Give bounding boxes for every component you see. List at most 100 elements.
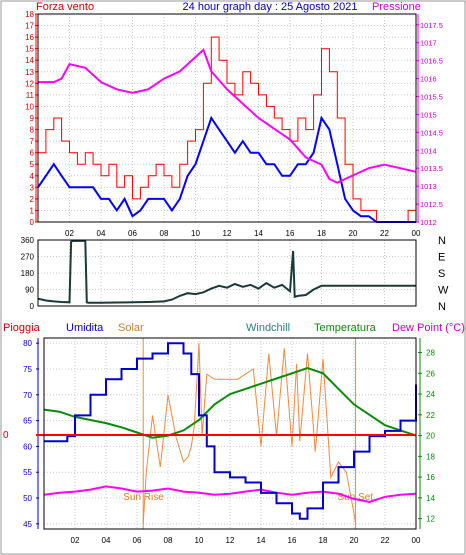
- humidity-y-tick-label: 50: [23, 494, 32, 503]
- x-tick-label: 22: [381, 536, 390, 545]
- x-tick-label: 14: [254, 229, 263, 238]
- x-tick-label: 02: [65, 229, 74, 238]
- wind-y-tick-label: 6: [30, 149, 35, 158]
- direction-y-ticks: 0 90 180 270 360: [21, 236, 35, 311]
- wind-plot-frame: [37, 13, 417, 223]
- x-tick-label: 04: [97, 229, 106, 238]
- wind-y-tick-label: 17: [25, 22, 34, 31]
- wind-y-tick-label: 18: [25, 10, 34, 19]
- pressure-y-tick-label: 1012.5: [420, 200, 443, 209]
- direction-y-tick-label: 360: [21, 236, 35, 245]
- wind-y-tick-label: 16: [25, 33, 34, 42]
- compass-label: W: [438, 285, 449, 297]
- pressure-y-tick-label: 1016: [420, 75, 437, 84]
- x-tick-label: 22: [380, 229, 389, 238]
- wind-pressure-panel: 24 hour graph day : 25 Agosto 2021 Forza…: [25, 1, 443, 238]
- direction-y-tick-label: 90: [25, 286, 34, 295]
- wind-y-tick-label: 8: [30, 126, 35, 135]
- direction-series-line: [37, 239, 416, 304]
- pressure-axis-title: Pressione: [372, 1, 421, 13]
- compass-label: N: [438, 301, 446, 313]
- x-tick-label: 06: [133, 536, 142, 545]
- temperature-y-tick-label: 20: [426, 432, 435, 441]
- temperature-y-tick-label: 14: [426, 494, 435, 503]
- wind-y-tick-label: 15: [25, 45, 34, 54]
- wind-y-tick-label: 7: [30, 137, 35, 146]
- direction-y-tick-label: 180: [21, 269, 35, 278]
- solar-series-line: [142, 343, 357, 524]
- humidity-y-tick-label: 45: [23, 520, 32, 529]
- temperature-y-tick-label: 16: [426, 473, 435, 482]
- humidity-y-tick-label: 70: [23, 391, 32, 400]
- humidity-y-tick-label: 75: [23, 365, 32, 374]
- wind-y-tick-label: 10: [25, 102, 34, 111]
- x-tick-label: 00: [412, 536, 421, 545]
- temperature-y-tick-label: 26: [426, 369, 435, 378]
- temperature-y-tick-label: 22: [426, 411, 435, 420]
- legend-solar: Solar: [118, 322, 144, 334]
- temperature-y-tick-label: 24: [426, 390, 435, 399]
- humidity-y-tick-label: 65: [23, 417, 32, 426]
- pressure-y-tick-label: 1014: [420, 146, 437, 155]
- pressure-y-ticks: 1012 1012.5 1013 1013.5 1014 1014.5 1015 1015.5…: [416, 14, 443, 227]
- direction-plot-frame: [37, 239, 417, 307]
- x-tick-label: 08: [164, 536, 173, 545]
- pressure-y-tick-label: 1013.5: [420, 164, 443, 173]
- wind-y-tick-label: 14: [25, 56, 34, 65]
- legend-windchill: Windchill: [246, 322, 290, 334]
- rain-zero-tick: 0: [3, 430, 9, 441]
- pressure-y-tick-label: 1012: [420, 218, 437, 227]
- humidity-y-tick-label: 80: [23, 339, 32, 348]
- wind-y-tick-label: 11: [26, 91, 35, 100]
- x-tick-label: 12: [223, 229, 232, 238]
- wind-y-tick-label: 5: [30, 160, 35, 169]
- temperature-y-ticks: 12 14 16 18 20 22 24 26 28: [418, 338, 435, 529]
- direction-y-tick-label: 270: [21, 253, 35, 262]
- x-tick-label: 02: [71, 536, 80, 545]
- wind-y-tick-label: 9: [30, 114, 35, 123]
- x-tick-label: 16: [288, 536, 297, 545]
- x-tick-label: 10: [191, 229, 200, 238]
- x-tick-label: 08: [160, 229, 169, 238]
- legend-pioggia: Pioggia: [3, 322, 41, 334]
- wind-series-line: [38, 36, 416, 223]
- x-tick-label: 14: [257, 536, 266, 545]
- wind-y-tick-label: 3: [30, 183, 35, 192]
- compass-label: S: [438, 268, 445, 280]
- temperature-series-line: [43, 367, 417, 439]
- compass-label: E: [438, 252, 445, 264]
- x-tick-label: 20: [350, 536, 359, 545]
- temperature-y-tick-label: 28: [426, 349, 435, 358]
- x-tick-label: 04: [102, 536, 111, 545]
- chart-title: 24 hour graph day : 25 Agosto 2021: [183, 1, 358, 13]
- wind-y-tick-label: 4: [30, 172, 35, 181]
- direction-y-tick-label: 0: [30, 302, 35, 311]
- humidity-temperature-panel: Pioggia Umidita Solar Windchill Temperat…: [3, 322, 465, 545]
- x-tick-label: 06: [128, 229, 137, 238]
- legend-dew-point: Dew Point (°C): [392, 322, 465, 334]
- humidity-grid: [44, 338, 416, 529]
- x-tick-label: 00: [412, 229, 421, 238]
- direction-grid: [38, 239, 416, 307]
- pressure-y-tick-label: 1016.5: [420, 57, 443, 66]
- pressure-y-tick-label: 1015.5: [420, 92, 443, 101]
- wind-y-tick-label: 2: [30, 195, 35, 204]
- wind-x-ticks: 02 04 06 08 10 12 14 16 18 20 22 00: [65, 229, 421, 238]
- pressure-y-tick-label: 1013: [420, 182, 437, 191]
- wind-y-tick-label: 13: [25, 68, 34, 77]
- sunrise-label: Sun Rise: [123, 492, 164, 503]
- temperature-y-tick-label: 12: [426, 515, 435, 524]
- legend-umidita: Umidita: [66, 322, 104, 334]
- pressure-y-tick-label: 1014.5: [420, 128, 443, 137]
- x-tick-label: 10: [195, 536, 204, 545]
- gust-series-line: [37, 115, 416, 223]
- humidity-y-tick-label: 60: [23, 442, 32, 451]
- humidity-x-ticks: 02 04 06 08 10 12 14 16 18 20 22 00: [71, 536, 421, 545]
- humidity-y-tick-label: 55: [23, 468, 32, 477]
- humidity-plot-frame: [43, 337, 417, 530]
